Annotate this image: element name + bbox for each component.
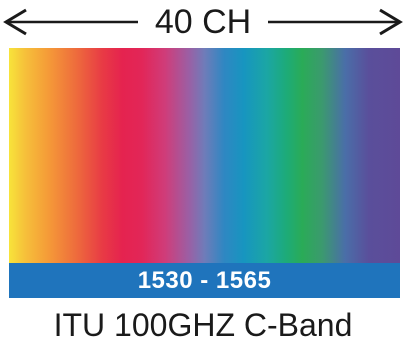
- wavelength-spectrum: [9, 48, 400, 263]
- arrow-left-icon: [3, 8, 138, 36]
- arrow-right-icon: [268, 8, 403, 36]
- wavelength-range-bar: 1530 - 1565: [9, 263, 400, 298]
- dimension-arrows: [3, 8, 403, 36]
- band-title: ITU 100GHZ C-Band: [53, 307, 353, 343]
- channel-count-label: 40 CH: [154, 3, 252, 41]
- channel-width-indicator: 40 CH: [0, 0, 406, 46]
